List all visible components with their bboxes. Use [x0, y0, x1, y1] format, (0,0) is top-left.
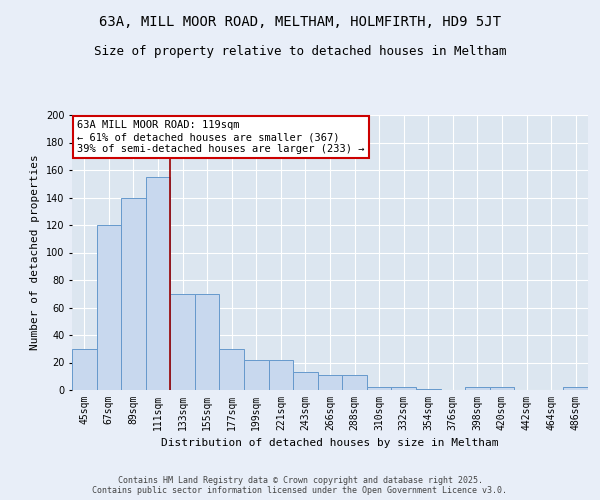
- Text: 63A MILL MOOR ROAD: 119sqm
← 61% of detached houses are smaller (367)
39% of sem: 63A MILL MOOR ROAD: 119sqm ← 61% of deta…: [77, 120, 365, 154]
- Bar: [293, 372, 318, 390]
- Bar: [220, 349, 244, 390]
- Bar: [269, 360, 293, 390]
- Bar: [72, 349, 97, 390]
- Bar: [416, 388, 440, 390]
- X-axis label: Distribution of detached houses by size in Meltham: Distribution of detached houses by size …: [161, 438, 499, 448]
- Bar: [318, 375, 342, 390]
- Bar: [342, 375, 367, 390]
- Bar: [121, 198, 146, 390]
- Text: 63A, MILL MOOR ROAD, MELTHAM, HOLMFIRTH, HD9 5JT: 63A, MILL MOOR ROAD, MELTHAM, HOLMFIRTH,…: [99, 15, 501, 29]
- Bar: [367, 387, 391, 390]
- Bar: [465, 387, 490, 390]
- Text: Contains HM Land Registry data © Crown copyright and database right 2025.
Contai: Contains HM Land Registry data © Crown c…: [92, 476, 508, 495]
- Bar: [146, 177, 170, 390]
- Bar: [97, 225, 121, 390]
- Bar: [490, 387, 514, 390]
- Bar: [563, 387, 588, 390]
- Bar: [244, 360, 269, 390]
- Bar: [170, 294, 195, 390]
- Y-axis label: Number of detached properties: Number of detached properties: [31, 154, 40, 350]
- Bar: [195, 294, 220, 390]
- Text: Size of property relative to detached houses in Meltham: Size of property relative to detached ho…: [94, 45, 506, 58]
- Bar: [391, 387, 416, 390]
